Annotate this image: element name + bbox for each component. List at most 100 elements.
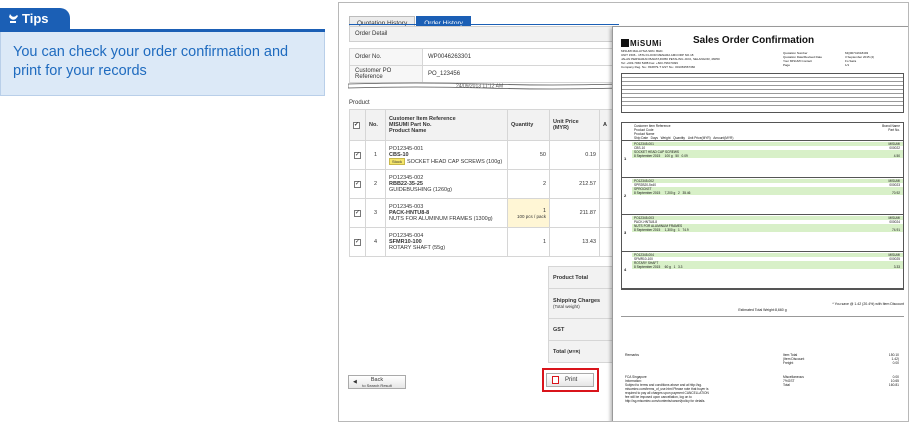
totals-label: Item Total	[783, 353, 798, 357]
tips-divider	[0, 29, 325, 32]
tab-quotation-history[interactable]: Quotation History	[349, 16, 416, 29]
item-no: 4	[365, 227, 386, 257]
doc-item-brand: MISUMI	[888, 179, 900, 183]
doc-item-part: 000023	[889, 183, 900, 187]
doc-item-qty: 1	[673, 265, 676, 269]
col-customer-item-ref: Customer Item Reference	[389, 116, 456, 122]
doc-item-weight: 7,200 g	[664, 191, 676, 195]
tips-title: Tips	[22, 11, 49, 26]
terms-line: fee will be imposed upon cancellation, l…	[625, 395, 692, 399]
col-misumi-part-no: MISUMI Part No.	[389, 122, 432, 128]
product-total-label: Product Total	[548, 266, 619, 289]
doc-remarks: Remarks	[625, 353, 640, 357]
misumi-logo: MiSUMi	[621, 39, 662, 48]
tab-order-history[interactable]: Order History	[416, 16, 471, 29]
doc-item-unit: 0.09	[681, 154, 688, 158]
doc-misc-values: 0.00 10.65 160.81	[869, 375, 899, 387]
totals-value: 0.00	[892, 361, 899, 365]
doc-item-amount: 70.92	[892, 191, 900, 195]
doc-item-row: 1 PO12345-001 MISUMI CBS-10 000022 SOCKET …	[622, 141, 903, 178]
table-row: ✓ 1 PO12345-001 CBS-10 Stock SOCKET HEAD …	[349, 140, 619, 170]
row-checkbox[interactable]: ✓	[354, 209, 361, 217]
doc-item-num: 3	[624, 230, 627, 235]
customer-block	[621, 73, 904, 113]
order-info-table: Order No. WP0046263301 Customer PO Refer…	[349, 48, 619, 83]
item-name: GUIDEBUSHING (1260g)	[389, 187, 452, 193]
doc-misc-labels: Miscellaneous 7%GST Total	[783, 375, 804, 387]
tips-box: You can check your order confirmation an…	[0, 32, 325, 96]
misc-value: 10.65	[890, 379, 899, 383]
history-tabs: Quotation HistoryOrder History	[349, 12, 472, 29]
item-part-no[interactable]: SFMR10-100	[389, 239, 422, 245]
doc-item-code: CBS-10	[634, 146, 646, 150]
doc-item-weight: 100 g	[664, 154, 673, 158]
terms-line: http://sg.misumiec.com/contents/cancel/p…	[625, 399, 706, 403]
doc-head-col: Unit Price(MYR)	[687, 136, 711, 140]
tab-underline	[349, 24, 619, 25]
doc-item-row: 3 PO12345-003 MISUMI PACK-HNTU8-8 000024 N…	[622, 215, 903, 252]
doc-item-ref: PO12345-002	[634, 179, 654, 183]
doc-head-col: Amount(MYR)	[713, 136, 734, 140]
doc-item-weight: 1,300 g	[664, 228, 676, 232]
doc-item-ref: PO12345-004	[634, 253, 654, 257]
doc-head-label: Product Name	[634, 132, 655, 136]
print-highlight	[542, 368, 599, 392]
back-button[interactable]: ◀ Back to Search Result	[348, 375, 406, 389]
print-button[interactable]: Print	[546, 373, 594, 387]
item-qty: 2	[507, 169, 550, 199]
product-table: ✓ No. Customer Item Reference MISUMI Par…	[349, 109, 619, 257]
doc-item-qty: 2	[677, 191, 680, 195]
col-unit-price: Unit Price (MYR)	[549, 109, 600, 141]
doc-item-num: 4	[624, 267, 627, 272]
row-checkbox[interactable]: ✓	[354, 238, 361, 246]
meta-label: Your MISUMI Contact	[783, 59, 812, 63]
item-ref: PO12345-002	[389, 175, 424, 181]
item-price: 0.19	[549, 140, 600, 170]
totals-label: (Item Discount	[783, 357, 805, 361]
doc-head-label: Part No.	[888, 128, 900, 132]
table-row: ✓ 4 PO12345-004 SFMR10-100 ROTARY SHAFT …	[349, 227, 619, 257]
item-part-no[interactable]: PACK-HNTU8-8	[389, 210, 430, 216]
order-summary: Product Total Shipping Charges (Total wei…	[548, 266, 619, 363]
doc-totals-labels: Item Total (Item Discount Freight	[783, 353, 804, 365]
terms-line: required to pay all charges upon payment…	[625, 391, 709, 395]
row-checkbox[interactable]: ✓	[354, 151, 361, 159]
doc-item-date: 8 September 2015	[634, 228, 661, 232]
item-qty: 1	[507, 227, 550, 257]
doc-item-brand: MISUMI	[888, 253, 900, 257]
select-all-checkbox[interactable]: ✓	[353, 121, 360, 129]
meta-label: Quotation Date/Revised Date	[783, 55, 823, 59]
tips-tab: Tips	[0, 8, 70, 30]
item-part-no[interactable]: CBS-10	[389, 151, 409, 158]
item-qty-note: 100 pcs / pack	[516, 213, 546, 219]
item-ref: PO12345-003	[389, 204, 424, 210]
col-no: No.	[365, 109, 386, 141]
meta-value: MQ00741618493	[845, 51, 869, 55]
customer-po-value: PO_123456	[422, 65, 619, 83]
company-address: MISUMI MALAYSIA SDN. BHD. UNIT 1506 - 15…	[621, 49, 720, 69]
address-line: Company Reg. No.: 816879-T GST No.: 0010…	[621, 65, 696, 69]
address-line: JALAN PERSIARAN BARAT,46050 PETALING JAY…	[621, 57, 720, 61]
misc-label: 7%GST	[783, 379, 795, 383]
meta-label: Quotation Number	[783, 51, 808, 55]
item-ref: PO12345-001	[389, 145, 424, 152]
row-checkbox[interactable]: ✓	[354, 180, 361, 188]
item-part-no[interactable]: RBB22-35-25	[389, 181, 423, 187]
address-line: UNIT 1506 - 15TH FLOOR MENARA AMCORP NO.…	[621, 53, 694, 57]
shipping-label: Shipping Charges	[553, 298, 601, 304]
doc-item-amount: 4.50	[893, 154, 900, 158]
doc-item-brand: MISUMI	[888, 142, 900, 146]
doc-item-unit: 74.9	[682, 228, 689, 232]
doc-terms: FCA Singapore Information: Subject to te…	[625, 375, 775, 403]
doc-items-section: Customer Item Reference Product Code Pro…	[621, 122, 904, 290]
doc-item-unit: 3.3	[678, 265, 683, 269]
misc-label: Miscellaneous	[783, 375, 804, 379]
table-row: ✓ 3 PO12345-003 PACK-HNTU8-8 NUTS FOR AL…	[349, 198, 619, 228]
totals-label: Freight	[783, 361, 794, 365]
col-quantity: Quantity	[507, 109, 550, 141]
table-row: ✓ 2 PO12345-002 RBB22-35-25 GUIDEBUSHING…	[349, 169, 619, 199]
savings-note: * You save @ 1.42 (20.4%) with Item Disc…	[832, 302, 904, 306]
meta-label: Page	[783, 63, 791, 67]
doc-item-name: NUTS FOR ALUMINUM FRAMES	[632, 224, 903, 228]
misc-label: Total	[783, 383, 790, 387]
